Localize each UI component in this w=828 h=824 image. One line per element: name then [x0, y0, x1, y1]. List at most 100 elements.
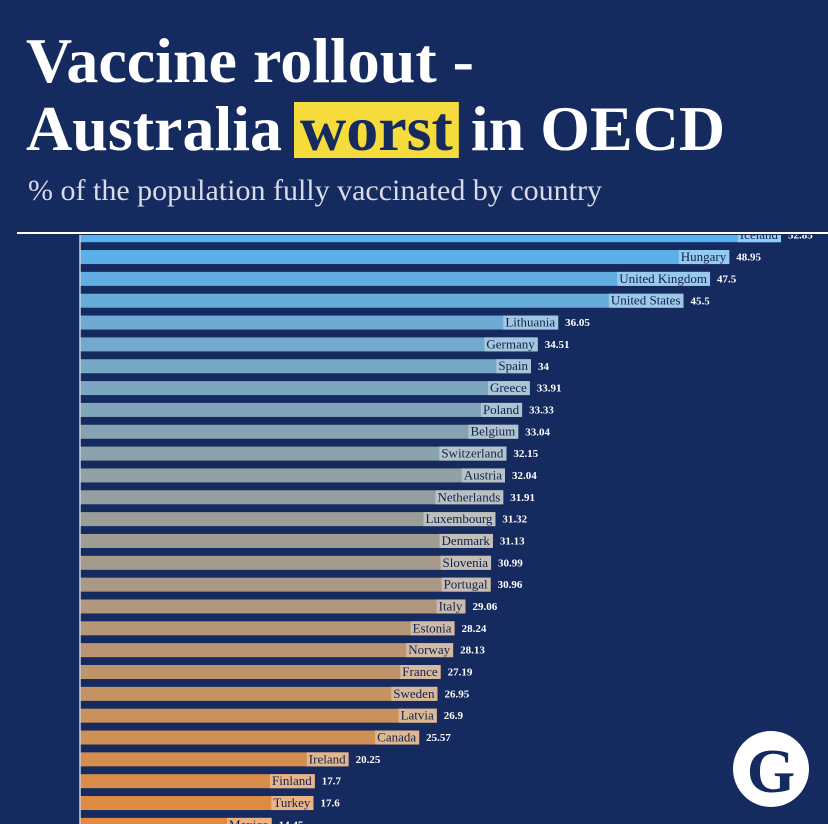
title-highlight: worst: [300, 93, 454, 164]
value-label: 36.05: [565, 317, 590, 329]
label-box: [487, 381, 530, 396]
bar: [80, 621, 455, 636]
category-label: Turkey: [273, 795, 311, 810]
label-box: [410, 621, 455, 636]
bar: [80, 490, 504, 505]
bar: [80, 643, 454, 658]
title-line: Vaccine rollout -: [26, 25, 474, 96]
plot-area: Iceland 52.85 Hungary 48.95 United Kingdom 47…: [80, 227, 813, 824]
value-label: 48.95: [736, 252, 761, 264]
value-label: 17.7: [322, 776, 342, 788]
category-label: Poland: [483, 402, 520, 417]
category-label: Sweden: [393, 686, 435, 701]
category-label: United States: [611, 293, 681, 308]
bar: [80, 402, 523, 417]
value-label: 34: [538, 361, 550, 373]
bar: [80, 315, 559, 330]
bar: [80, 337, 538, 352]
value-label: 52.85: [788, 230, 813, 242]
value-label: 30.99: [498, 557, 523, 569]
label-box: [608, 293, 684, 308]
category-label: Ireland: [309, 751, 346, 766]
label-box: [503, 315, 559, 330]
label-box: [423, 512, 496, 527]
category-label: Lithuania: [505, 315, 555, 330]
category-label: Iceland: [740, 227, 779, 242]
logo: G: [747, 738, 795, 806]
bar: [80, 271, 711, 286]
bar: [80, 730, 420, 745]
label-box: [435, 490, 504, 505]
value-label: 28.13: [460, 645, 485, 657]
category-label: Greece: [490, 380, 527, 395]
category-label: Germany: [486, 336, 535, 351]
bar: [80, 235, 781, 243]
value-label: 33.04: [525, 426, 550, 438]
label-box: [617, 271, 711, 286]
label-box: [461, 468, 505, 483]
category-label: Latvia: [401, 708, 434, 723]
label-box: [375, 730, 420, 745]
value-label: 34.51: [545, 339, 570, 351]
category-label: Mexico: [229, 817, 269, 824]
bar: [80, 686, 438, 701]
value-label: 32.15: [513, 448, 538, 460]
value-label: 17.6: [320, 798, 340, 810]
value-label: 26.9: [444, 710, 464, 722]
bar: [80, 468, 505, 483]
label-box: [678, 250, 730, 265]
value-label: 33.91: [537, 383, 562, 395]
bar: [80, 359, 531, 374]
bar: [80, 708, 437, 723]
bar: [80, 533, 493, 548]
value-label: 27.19: [448, 667, 473, 679]
label-box: [496, 359, 531, 374]
value-label: 14.45: [279, 819, 304, 824]
value-label: 31.91: [510, 492, 535, 504]
category-label: Spain: [498, 358, 528, 373]
title-line: in OECD: [471, 93, 725, 164]
label-box: [406, 643, 454, 658]
label-box: [226, 817, 272, 824]
category-label: Estonia: [413, 620, 452, 635]
title-line: Australia: [26, 93, 282, 164]
label-box: [480, 402, 523, 417]
bar: [80, 250, 730, 265]
category-label: Italy: [439, 598, 463, 613]
bar: [80, 752, 349, 767]
label-box: [737, 235, 781, 243]
bar: [80, 817, 272, 824]
category-label: Hungary: [681, 249, 727, 264]
bar: [80, 555, 492, 570]
label-box: [398, 708, 437, 723]
label-box: [400, 665, 441, 679]
label-box: [271, 796, 314, 811]
value-label: 28.24: [462, 623, 487, 635]
category-label: Finland: [272, 773, 312, 788]
bar: [80, 577, 491, 592]
label-box: [270, 774, 315, 789]
bar: [80, 599, 466, 614]
label-box: [468, 424, 519, 439]
value-label: 31.32: [502, 514, 527, 526]
highlight-box: [294, 102, 459, 158]
value-label: 26.95: [444, 688, 469, 700]
logo-circle: [733, 731, 809, 807]
value-label: 33.33: [529, 404, 554, 416]
bar: [80, 774, 315, 789]
category-label: Belgium: [470, 424, 515, 439]
label-box: [306, 752, 349, 767]
category-label: Portugal: [444, 577, 488, 592]
label-box: [440, 555, 492, 570]
value-label: 32.04: [512, 470, 537, 482]
bar: [80, 446, 507, 461]
category-label: Canada: [377, 730, 416, 745]
category-label: Luxembourg: [426, 511, 493, 526]
category-label: Slovenia: [443, 555, 489, 570]
label-box: [439, 446, 507, 461]
category-label: France: [402, 664, 438, 679]
category-label: United Kingdom: [619, 271, 707, 286]
label-box: [439, 533, 493, 548]
